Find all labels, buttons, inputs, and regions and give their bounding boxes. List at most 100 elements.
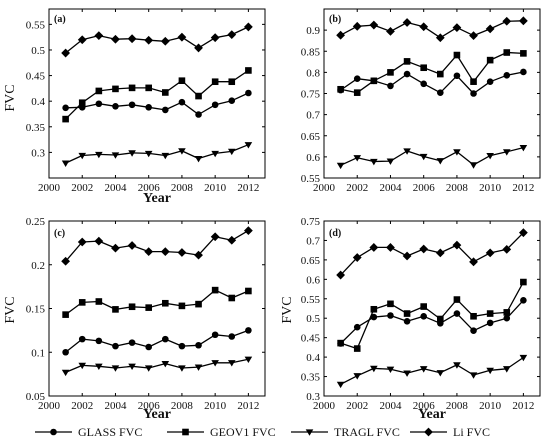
series-line — [340, 281, 524, 350]
x-tick-label: 2008 — [446, 182, 469, 194]
data-point — [178, 342, 186, 350]
data-point — [112, 306, 119, 313]
chart-panel-d: 2000 2002 2004 2006 2008 2010 2012 0.3 0.35 0.4 0.… — [280, 216, 541, 422]
panel-label: (a) — [54, 14, 66, 25]
data-point — [227, 235, 237, 245]
data-point — [178, 98, 186, 106]
data-point — [420, 64, 427, 72]
data-point — [144, 247, 154, 257]
data-point — [111, 34, 120, 44]
data-point — [353, 345, 361, 352]
data-point — [244, 356, 253, 364]
data-point — [245, 327, 252, 334]
data-point — [337, 85, 344, 93]
data-point — [435, 33, 445, 43]
data-point — [144, 365, 153, 372]
data-point — [95, 337, 103, 345]
data-point — [387, 300, 394, 308]
y-tick-label: 0.4 — [31, 96, 45, 108]
data-point — [436, 158, 445, 165]
data-point — [420, 312, 427, 320]
series-line — [65, 144, 249, 164]
y-axis-label: FVC — [3, 84, 18, 111]
data-point — [520, 297, 527, 304]
x-tick-label: 2002 — [71, 400, 93, 412]
legend-marker — [50, 428, 57, 436]
data-point — [177, 248, 187, 257]
data-point — [453, 51, 461, 59]
data-point — [178, 302, 186, 310]
x-tick-label: 2000 — [313, 182, 336, 194]
y-tick-label: 0.3 — [306, 391, 320, 403]
x-tick-label: 2012 — [237, 400, 259, 412]
y-tick-label: 0.6 — [306, 152, 320, 164]
x-tick-label: 2008 — [171, 400, 194, 412]
data-point — [145, 343, 152, 351]
x-tick-label: 2002 — [346, 400, 368, 412]
data-point — [228, 333, 236, 340]
series-tragl-fvc — [336, 144, 528, 170]
data-point — [519, 354, 528, 362]
data-point — [469, 31, 478, 41]
x-tick-label: 2000 — [313, 400, 336, 412]
x-tick-label: 2002 — [346, 182, 368, 194]
series-line — [65, 92, 249, 116]
panel-label: (b) — [329, 14, 341, 25]
data-point — [78, 335, 86, 343]
data-point — [469, 162, 478, 169]
data-point — [353, 323, 361, 331]
data-point — [386, 243, 395, 252]
data-point — [485, 24, 495, 34]
data-point — [352, 253, 362, 262]
data-point — [245, 67, 252, 74]
data-point — [211, 101, 219, 109]
data-point — [195, 92, 202, 100]
data-point — [128, 363, 136, 371]
x-tick-label: 2012 — [512, 400, 534, 412]
data-point — [353, 155, 362, 162]
x-tick-label: 2006 — [413, 182, 436, 194]
series-line — [65, 329, 249, 353]
data-point — [61, 160, 70, 167]
data-point — [520, 278, 527, 286]
y-tick-label: 0.55 — [301, 173, 321, 185]
x-tick-label: 2002 — [71, 182, 93, 194]
data-point — [177, 32, 187, 42]
series-line — [340, 71, 524, 95]
data-point — [402, 251, 412, 261]
data-point — [194, 155, 203, 163]
data-point — [370, 77, 378, 85]
chart-panel-b: 2000 2002 2004 2006 2008 2010 2012 0.55 0.6 0.65 0… — [301, 8, 541, 194]
data-point — [353, 373, 362, 380]
series-glass-fvc — [62, 89, 252, 118]
data-point — [61, 48, 71, 58]
data-point — [452, 23, 462, 32]
data-point — [78, 362, 87, 370]
data-point — [469, 372, 478, 379]
data-point — [502, 244, 512, 254]
panel-label: (d) — [329, 228, 341, 239]
series-geov1-fvc — [62, 67, 252, 123]
legend-label: GLASS FVC — [78, 425, 142, 439]
data-point — [95, 100, 103, 108]
legend-item-tragl-fvc: TRAGL FVC — [291, 425, 400, 439]
data-point — [352, 21, 362, 31]
data-point — [211, 78, 219, 86]
data-point — [502, 16, 512, 26]
data-point — [453, 72, 461, 80]
data-point — [145, 304, 152, 311]
series-li-fvc — [61, 226, 253, 266]
data-point — [211, 286, 219, 294]
data-point — [195, 300, 202, 308]
data-point — [353, 75, 361, 83]
data-point — [486, 319, 494, 327]
data-point — [127, 34, 137, 44]
x-tick-label: 2006 — [413, 400, 436, 412]
legend-marker — [424, 427, 433, 437]
data-point — [486, 367, 494, 375]
data-point — [419, 153, 428, 161]
data-point — [470, 327, 477, 334]
data-point — [195, 341, 202, 349]
data-point — [336, 162, 345, 170]
data-point — [195, 111, 202, 118]
